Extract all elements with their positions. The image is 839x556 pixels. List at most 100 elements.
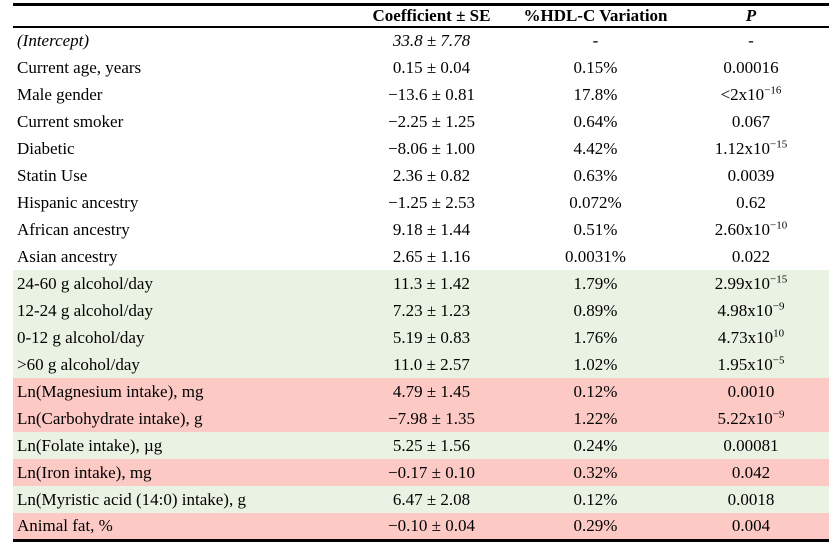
col-header-label [13,5,345,28]
coefficient-cell: 11.0 ± 2.57 [393,354,470,374]
row-label-cell: Ln(Folate intake), µg [17,435,163,455]
variation-cell: 0.0031% [565,246,626,266]
table-row: Statin Use 2.36 ± 0.82 0.63% 0.0039 [13,162,829,189]
regression-results-table: Coefficient ± SE %HDL-C Variation P (Int… [13,3,829,542]
coefficient-cell: −0.17 ± 0.10 [388,462,475,482]
variation-cell: 0.29% [573,515,618,535]
coefficient-cell: 7.23 ± 1.23 [392,300,471,320]
coefficient-cell: 0.15 ± 0.04 [392,57,471,77]
variation-cell: 0.24% [573,435,618,455]
variation-cell: 0.32% [573,462,618,482]
row-label-cell: Ln(Iron intake), mg [17,462,152,482]
coefficient-cell: −13.6 ± 0.81 [388,84,475,104]
variation-cell: 0.64% [573,111,618,131]
row-label-cell: 12-24 g alcohol/day [17,300,153,320]
table-row: 12-24 g alcohol/day 7.23 ± 1.23 0.89% 4.98x… [13,297,829,324]
row-label-cell: Ln(Myristic acid (14:0) intake), g [17,489,246,509]
coefficient-cell: 2.36 ± 0.82 [392,165,471,185]
header-row: Coefficient ± SE %HDL-C Variation P [13,5,829,28]
row-label-cell: Ln(Magnesium intake), mg [17,381,204,401]
p-value-cell: 0.00081 [723,435,779,455]
table-row: Animal fat, % −0.10 ± 0.04 0.29% 0.004 [13,513,829,540]
row-label-cell: Animal fat, % [17,515,113,535]
table-row: Hispanic ancestry −1.25 ± 2.53 0.072% 0.62 [13,189,829,216]
variation-cell: 4.42% [573,138,618,158]
row-label-cell: Ln(Carbohydrate intake), g [17,408,203,428]
coefficient-cell: 9.18 ± 1.44 [392,219,471,239]
row-label-cell: 0-12 g alcohol/day [17,327,145,347]
table-row: (Intercept) 33.8 ± 7.78 - - [13,27,829,54]
row-label-cell: Hispanic ancestry [17,192,139,212]
coefficient-cell: 6.47 ± 2.08 [392,489,471,509]
variation-cell: 1.22% [573,408,618,428]
row-label-cell: 24-60 g alcohol/day [17,273,153,293]
row-label-cell: Current age, years [17,57,142,77]
variation-cell: - [592,31,599,50]
table-row: Ln(Magnesium intake), mg 4.79 ± 1.45 0.12%… [13,378,829,405]
table-row: 0-12 g alcohol/day 5.19 ± 0.83 1.76% 4.73x1… [13,324,829,351]
p-value-cell: 0.0010 [727,381,775,401]
coefficient-cell: 5.19 ± 0.83 [392,327,471,347]
variation-cell: 0.12% [573,489,618,509]
p-value-cell: 0.042 [731,462,771,482]
p-value-cell: 0.00016 [723,57,779,77]
table-row: Ln(Iron intake), mg −0.17 ± 0.10 0.32% 0.04… [13,459,829,486]
table-row: Ln(Folate intake), µg 5.25 ± 1.56 0.24% 0.0… [13,432,829,459]
p-value-cell: 5.22x10−9 [717,407,785,428]
table-header: Coefficient ± SE %HDL-C Variation P [13,5,829,28]
coefficient-cell: 11.3 ± 1.42 [393,273,470,293]
row-label-cell: Asian ancestry [17,246,118,266]
coefficient-cell: 33.8 ± 7.78 [392,31,471,50]
table-row: Male gender −13.6 ± 0.81 17.8% <2x10−16 [13,81,829,108]
row-label-cell: >60 g alcohol/day [17,354,140,374]
p-value-cell: 4.98x10−9 [717,299,785,320]
p-value-cell: 2.99x10−15 [714,272,788,293]
col-header-coefficient: Coefficient ± SE [372,6,491,25]
table-row: >60 g alcohol/day 11.0 ± 2.57 1.02% 1.95x10… [13,351,829,378]
row-label-cell: Male gender [17,84,103,104]
variation-cell: 1.76% [573,327,618,347]
p-value-cell: 1.12x10−15 [714,137,788,158]
p-value-cell: 0.62 [736,192,766,212]
variation-cell: 0.63% [573,165,618,185]
p-value-cell: 4.73x1010 [717,326,785,347]
table-row: Diabetic −8.06 ± 1.00 4.42% 1.12x10−15 [13,135,829,162]
coefficient-cell: 2.65 ± 1.16 [392,246,471,266]
p-value-cell: 2.60x10−10 [714,218,788,239]
coefficient-cell: 4.79 ± 1.45 [392,381,471,401]
variation-cell: 17.8% [573,84,618,104]
coefficient-cell: 5.25 ± 1.56 [392,435,471,455]
variation-cell: 0.15% [573,57,618,77]
row-label-cell: Current smoker [17,111,124,131]
p-value-cell: 0.0018 [727,489,775,509]
p-value-cell: 1.95x10−5 [717,353,785,374]
coefficient-cell: −7.98 ± 1.35 [388,408,475,428]
table-row: Asian ancestry 2.65 ± 1.16 0.0031% 0.022 [13,243,829,270]
p-value-cell: 0.067 [731,111,771,131]
p-value-cell: 0.004 [731,515,771,535]
variation-cell: 0.89% [573,300,618,320]
p-value-cell: - [748,31,754,50]
variation-cell: 0.12% [573,381,618,401]
table-row: African ancestry 9.18 ± 1.44 0.51% 2.60x10−… [13,216,829,243]
table-row: Ln(Myristic acid (14:0) intake), g 6.47 ±… [13,486,829,513]
table-row: 24-60 g alcohol/day 11.3 ± 1.42 1.79% 2.99x… [13,270,829,297]
col-header-p: P [745,6,757,25]
col-header-variation: %HDL-C Variation [523,6,668,25]
row-label-cell: Diabetic [17,138,75,158]
p-value-cell: 0.022 [731,246,771,266]
table-row: Current smoker −2.25 ± 1.25 0.64% 0.067 [13,108,829,135]
coefficient-cell: −0.10 ± 0.04 [388,515,475,535]
variation-cell: 1.79% [573,273,618,293]
coefficient-cell: −2.25 ± 1.25 [388,111,475,131]
row-label-cell: (Intercept) [17,31,90,50]
variation-cell: 1.02% [573,354,618,374]
variation-cell: 0.51% [573,219,618,239]
row-label-cell: African ancestry [17,219,130,239]
row-label-cell: Statin Use [17,165,88,185]
table-body: (Intercept) 33.8 ± 7.78 - - Current age, yea… [13,27,829,540]
p-value-cell: <2x10−16 [720,83,782,104]
coefficient-cell: −1.25 ± 2.53 [388,192,475,212]
variation-cell: 0.072% [569,192,622,212]
